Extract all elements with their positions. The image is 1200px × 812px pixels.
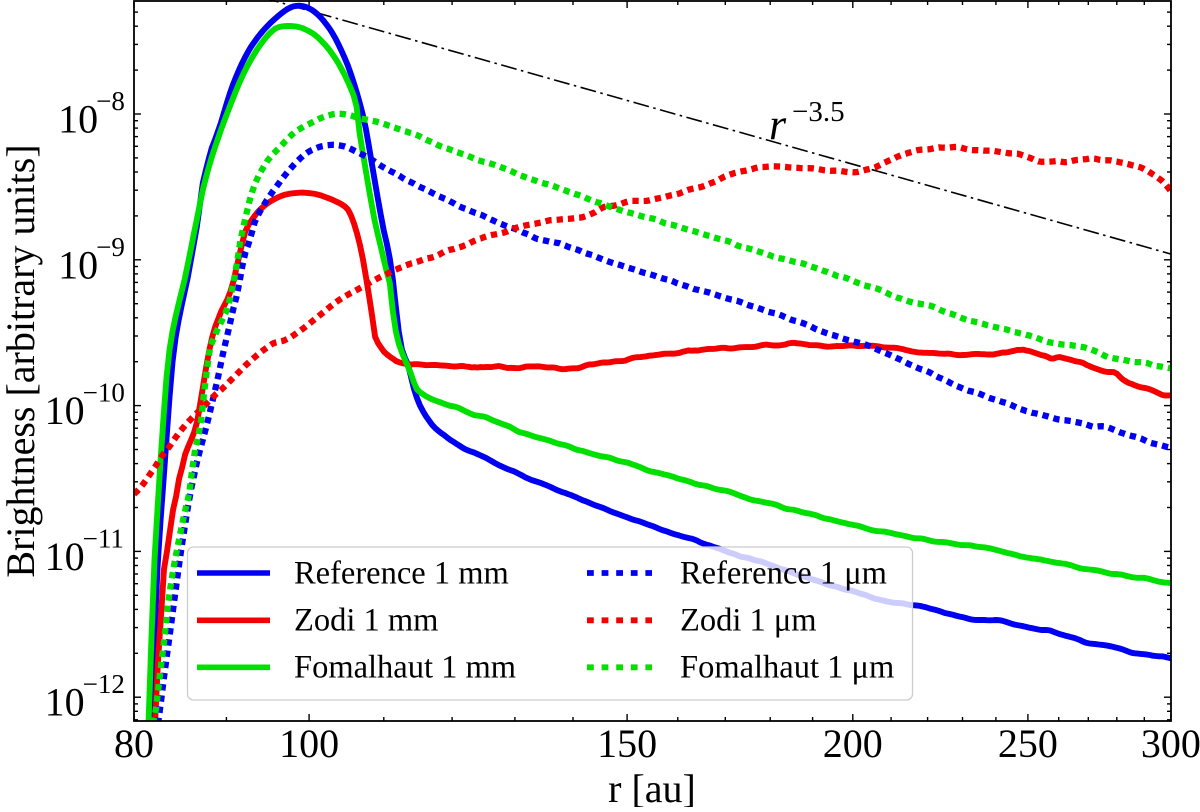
svg-text:100: 100 (279, 721, 339, 766)
svg-text:10−11: 10−11 (45, 523, 124, 579)
svg-text:Zodi 1 μm: Zodi 1 μm (680, 603, 817, 639)
svg-text:Fomalhaut 1 μm: Fomalhaut 1 μm (680, 650, 894, 686)
svg-text:80: 80 (114, 721, 154, 766)
svg-text:300: 300 (1141, 721, 1200, 766)
svg-text:10−10: 10−10 (45, 378, 125, 434)
svg-text:Brightness [arbitrary units]: Brightness [arbitrary units] (0, 144, 43, 577)
svg-text:r−3.5: r −3.5 (769, 96, 845, 149)
svg-text:Reference 1 mm: Reference 1 mm (294, 555, 509, 591)
svg-text:Fomalhaut 1 mm: Fomalhaut 1 mm (294, 650, 516, 686)
svg-text:150: 150 (597, 721, 657, 766)
svg-text:250: 250 (998, 721, 1058, 766)
svg-text:r [au]: r [au] (608, 766, 696, 807)
svg-text:10−8: 10−8 (58, 86, 125, 142)
svg-text:Zodi 1 mm: Zodi 1 mm (294, 603, 438, 639)
svg-text:10−12: 10−12 (45, 669, 125, 725)
svg-text:10−9: 10−9 (58, 232, 125, 287)
svg-text:200: 200 (823, 721, 883, 766)
svg-text:Reference 1 μm: Reference 1 μm (680, 555, 887, 591)
